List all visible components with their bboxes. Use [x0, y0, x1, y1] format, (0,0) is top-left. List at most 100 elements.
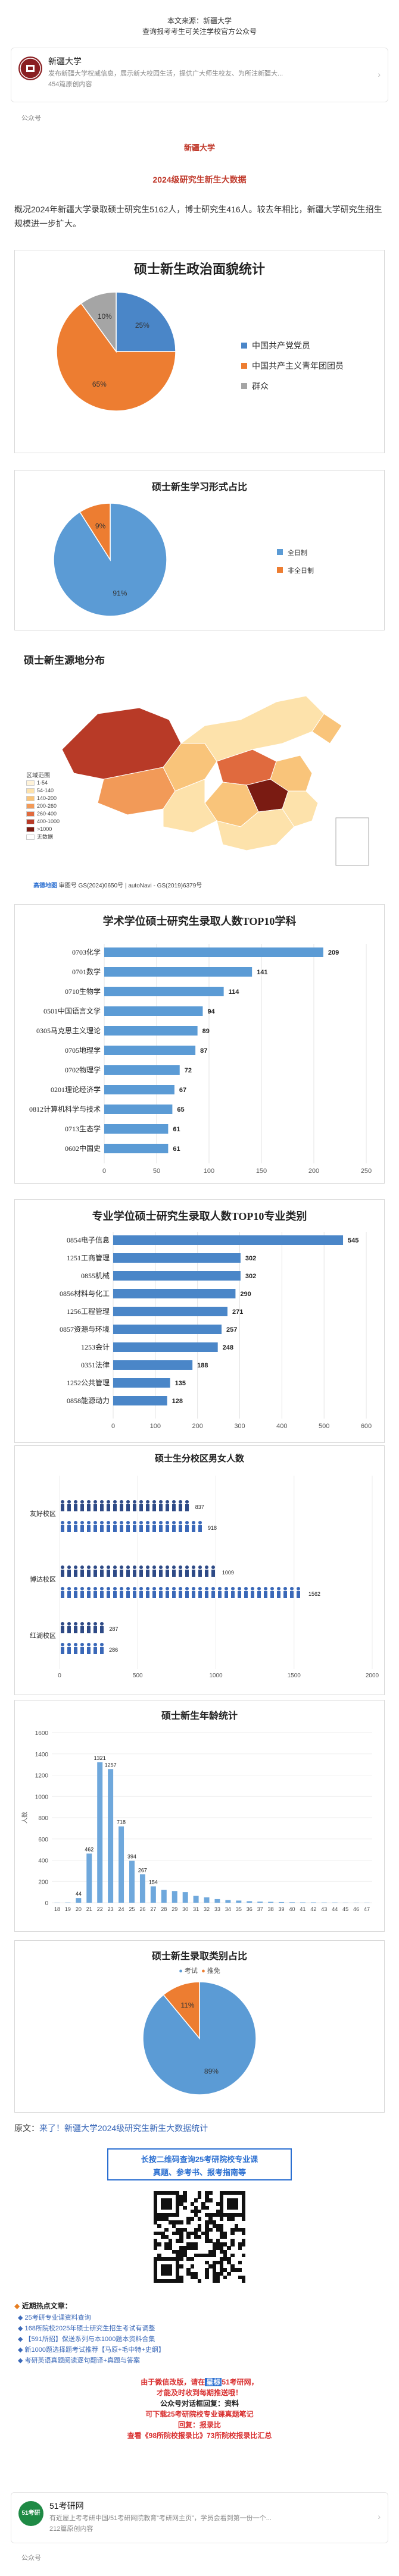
person-icon — [231, 1587, 235, 1590]
x-tick: 30 — [182, 1906, 188, 1912]
age-bar-21 — [86, 1853, 92, 1903]
person-icon — [133, 1504, 136, 1511]
bar-1 — [113, 1253, 241, 1263]
person-icon — [185, 1570, 189, 1577]
person-icon — [205, 1591, 208, 1598]
x-tick: 26 — [139, 1906, 145, 1912]
recommend-item[interactable]: ◆ 新1000题选择题考试推荐【马原+毛中特+史纲】 — [18, 2346, 165, 2354]
value-label: 257 — [226, 1326, 237, 1334]
x-tick: 33 — [214, 1906, 220, 1912]
person-icon — [152, 1521, 156, 1524]
person-icon — [166, 1565, 169, 1569]
category-label: 0857资源与环境 — [60, 1325, 110, 1334]
person-icon — [107, 1565, 110, 1569]
person-icon — [74, 1622, 77, 1626]
person-icon — [152, 1500, 156, 1504]
person-icon — [185, 1587, 189, 1590]
person-icon — [172, 1591, 176, 1598]
person-icon — [120, 1570, 123, 1577]
person-icon — [61, 1565, 64, 1569]
x-tick: 43 — [321, 1906, 327, 1912]
source-article-link[interactable]: 来了！新疆大学2024级研究生新生大数据统计 — [39, 2123, 208, 2133]
value-label: 918 — [208, 1525, 217, 1531]
recommend-item[interactable]: ◆ 考研英语真题阅读逐句翻译+真题与答案 — [18, 2357, 140, 2364]
person-icon — [67, 1521, 71, 1524]
person-icon — [185, 1504, 189, 1511]
person-icon — [100, 1647, 104, 1654]
person-icon — [159, 1521, 163, 1524]
category-label: 0602中国史 — [65, 1144, 101, 1153]
person-icon — [61, 1587, 64, 1590]
recommend-item[interactable]: ◆ 【591所招】保送系列与本1000题本资料合集 — [18, 2336, 155, 2343]
y-tick: 200 — [38, 1879, 48, 1885]
x-tick: 50 — [153, 1168, 160, 1175]
map-legend-label: 260-400 — [37, 811, 57, 817]
map-legend-label: 400-1000 — [37, 818, 60, 824]
age-bar-35 — [236, 1900, 242, 1903]
person-icon — [192, 1525, 195, 1532]
category-label: 0812计算机科学与技术 — [29, 1105, 101, 1113]
person-icon — [80, 1570, 84, 1577]
person-icon — [126, 1565, 130, 1569]
account-name: 新疆大学 — [48, 57, 82, 66]
person-icon — [93, 1500, 97, 1504]
qr-code[interactable] — [154, 2191, 246, 2283]
legend-item-0: 中国共产党党员 — [241, 340, 344, 352]
person-icon — [67, 1500, 71, 1504]
pie-label-0: 25% — [135, 321, 149, 330]
university-logo — [18, 57, 42, 80]
value-label: 287 — [109, 1626, 118, 1632]
study-form-title: 硕士新生学习形式占比 — [151, 482, 247, 492]
person-icon — [244, 1591, 248, 1598]
political-pie: 25% 65% 10% — [56, 291, 176, 412]
x-tick: 44 — [332, 1906, 338, 1912]
person-icon — [264, 1587, 267, 1590]
person-icon — [87, 1643, 91, 1646]
campus-label: 博达校区 — [30, 1575, 56, 1583]
source-follow-line: 查询报考考生可关注学校官方公众号 — [142, 27, 257, 36]
person-icon — [283, 1587, 287, 1590]
person-icon — [198, 1565, 202, 1569]
recommend-item[interactable]: ◆ 25考研专业课资料查询 — [18, 2314, 91, 2321]
account-bottom-followers: 212篇原创内容 — [49, 2525, 93, 2533]
person-icon — [133, 1570, 136, 1577]
pie-slice-2 — [80, 291, 117, 353]
map-legend-swatch — [26, 834, 35, 840]
category-label: 0858能源动力 — [67, 1397, 110, 1405]
category-label: 0701数学 — [72, 967, 101, 976]
value-label: 61 — [173, 1146, 180, 1153]
person-icon — [133, 1525, 136, 1532]
value-label: 209 — [328, 949, 339, 956]
person-icon — [100, 1521, 104, 1524]
person-icon — [166, 1504, 169, 1511]
map-logo: 高德地图 — [33, 883, 57, 889]
person-icon — [166, 1500, 169, 1504]
value-label: 114 — [229, 989, 240, 996]
person-icon — [185, 1591, 189, 1598]
person-icon — [80, 1591, 84, 1598]
person-icon — [139, 1591, 143, 1598]
person-icon — [211, 1591, 215, 1598]
promo-line1: 由于微信改版，请在 星标 51考研网， — [141, 2378, 258, 2386]
person-icon — [80, 1647, 84, 1654]
bar-0 — [104, 947, 323, 957]
account-card-51kaoyan[interactable]: 51考研 51考研网 有近屋上考考研中国/51考研网院教育“考研网主页”，学员会… — [11, 2492, 388, 2543]
age-bar-41 — [300, 1902, 306, 1903]
value-label: 128 — [172, 1398, 183, 1405]
value-label: 271 — [232, 1309, 243, 1316]
account-card-xinjiang[interactable]: 新疆大学 发布新疆大学权威信息，展示新大校园生活，提供广大师生校友、为所注新疆大… — [11, 48, 388, 102]
admit-type-legend: ● 考试 ● 推免 — [179, 1968, 220, 1975]
x-tick: 38 — [268, 1906, 274, 1912]
admit-type-pie: 89% 11% — [142, 1981, 257, 2095]
bar-2 — [113, 1271, 241, 1281]
x-tick: 34 — [225, 1906, 231, 1912]
person-icon — [238, 1587, 241, 1590]
x-tick: 200 — [308, 1168, 319, 1175]
person-icon — [120, 1591, 123, 1598]
person-icon — [251, 1587, 254, 1590]
recommend-item[interactable]: ◆ 168所院校2025年硕士研究生招生考试有调整 — [18, 2325, 155, 2332]
promo-block: 由于微信改版，请在 星标 51考研网， 才能及时收到每期推送哦！ 公众号对话框回复：… — [0, 2377, 399, 2441]
person-icon — [185, 1500, 189, 1504]
category-label: 0705地理学 — [65, 1046, 101, 1055]
person-icon — [107, 1500, 110, 1504]
